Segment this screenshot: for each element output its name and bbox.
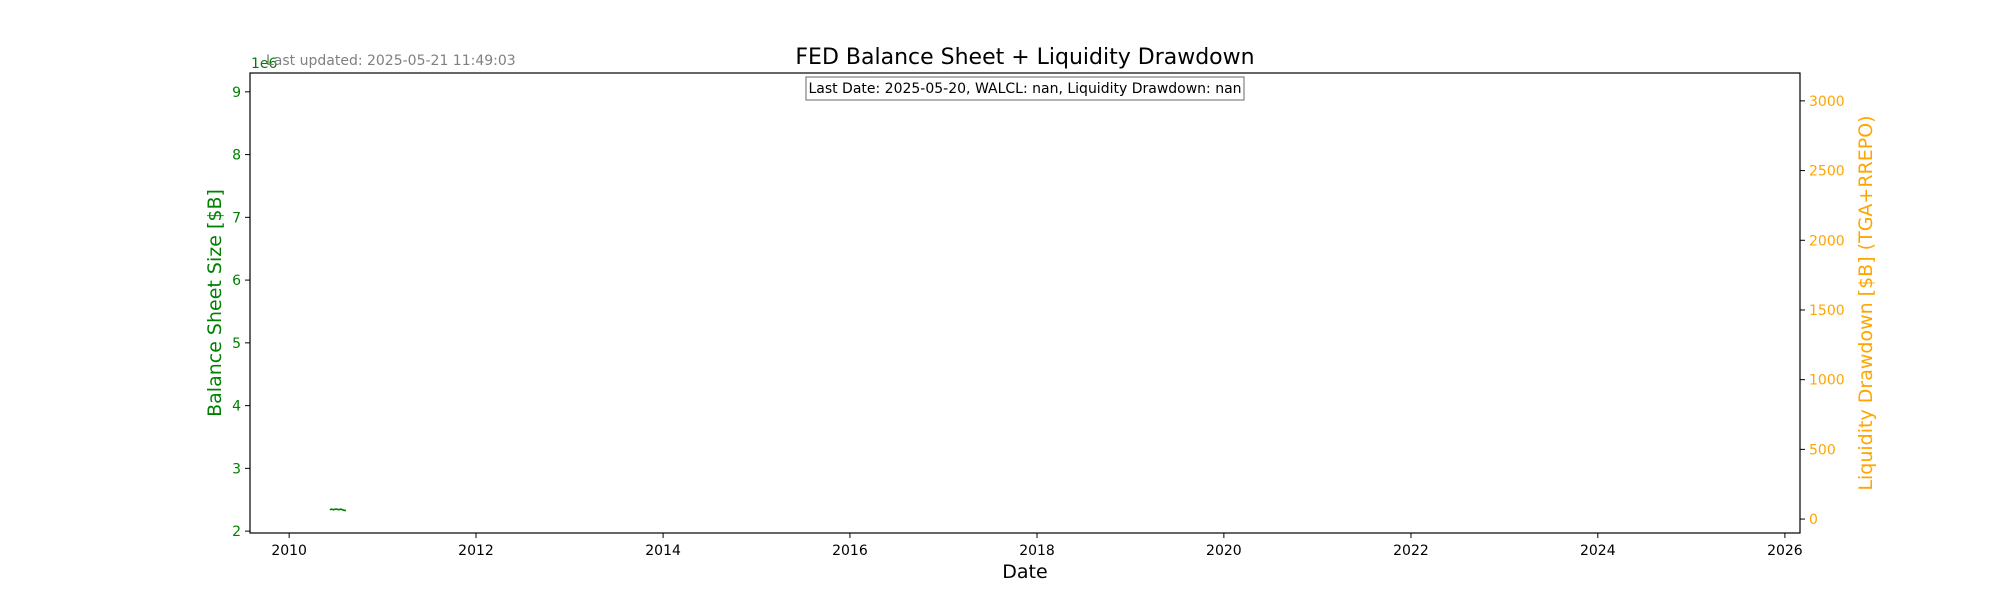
left-y-tick-label: 8 — [232, 148, 241, 164]
x-tick-label: 2012 — [458, 543, 494, 559]
left-y-axis-title: Balance Sheet Size [$B] — [204, 189, 226, 417]
x-tick-label: 2024 — [1580, 543, 1616, 559]
right-y-tick-label: 1000 — [1809, 373, 1845, 389]
last-updated-text: Last updated: 2025-05-21 11:49:03 — [266, 53, 516, 69]
left-y-tick-label: 2 — [232, 524, 241, 540]
series-line-walcl — [329, 508, 346, 512]
left-axis-offset-text: 1e6 — [251, 56, 278, 72]
left-y-tick-label: 5 — [232, 336, 241, 352]
left-y-axis: 2 3 4 5 6 7 8 9 — [232, 85, 250, 540]
x-tick-label: 2018 — [1019, 543, 1055, 559]
left-y-tick-label: 7 — [232, 210, 241, 226]
x-tick-label: 2014 — [645, 543, 681, 559]
left-y-tick-label: 9 — [232, 85, 241, 101]
info-box-text: Last Date: 2025-05-20, WALCL: nan, Liqui… — [808, 81, 1241, 97]
right-y-tick-label: 1500 — [1809, 303, 1845, 319]
left-y-tick-label: 3 — [232, 461, 241, 477]
info-box — [805, 76, 1245, 101]
right-y-tick-label: 500 — [1809, 442, 1836, 458]
right-y-tick-label: 3000 — [1809, 94, 1845, 110]
x-tick-label: 2016 — [832, 543, 868, 559]
x-tick-label: 2022 — [1393, 543, 1429, 559]
x-axis: 2010 2012 2014 2016 2018 2020 2022 2024 2026 — [271, 533, 1803, 559]
series-layer — [329, 508, 346, 512]
x-tick-label: 2020 — [1206, 543, 1242, 559]
x-axis-title: Date — [1002, 561, 1047, 583]
right-y-tick-label: 0 — [1809, 512, 1818, 528]
chart-title: FED Balance Sheet + Liquidity Drawdown — [795, 45, 1254, 70]
right-y-axis: 0 500 1000 1500 2000 2500 3000 — [1800, 94, 1845, 528]
x-tick-label: 2010 — [271, 543, 307, 559]
plot-frame — [249, 72, 1801, 534]
right-y-tick-label: 2000 — [1809, 233, 1845, 249]
right-y-axis-title: Liquidity Drawdown [$B] (TGA+RREPO) — [1855, 115, 1877, 490]
right-y-tick-label: 2500 — [1809, 164, 1845, 180]
x-tick-label: 2026 — [1767, 543, 1803, 559]
left-y-tick-label: 6 — [232, 273, 241, 289]
left-y-tick-label: 4 — [232, 399, 241, 415]
